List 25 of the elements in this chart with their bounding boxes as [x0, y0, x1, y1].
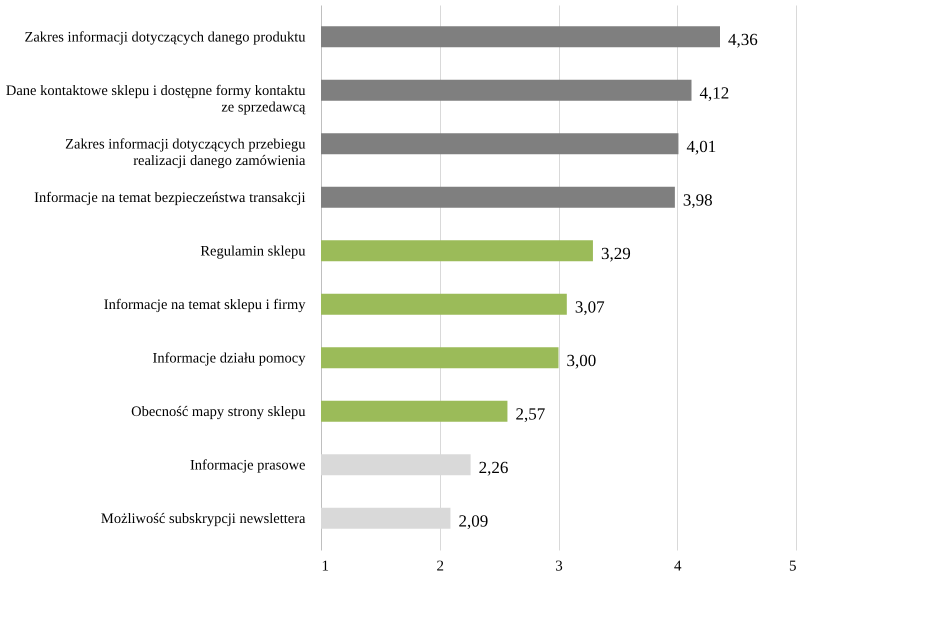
y-tick-label: Zakres informacji dotyczących danego produktu	[24, 29, 306, 46]
data-label: 3,98	[682, 190, 713, 210]
x-tick-label: 5	[789, 558, 796, 574]
x-tick-label: 2	[436, 558, 444, 574]
y-tick-label: Obecność mapy strony sklepu	[131, 404, 306, 420]
y-tick-label: Regulamin sklepu	[200, 243, 306, 260]
y-tick-label: Informacje prasowe	[190, 457, 306, 474]
y-tick-label: Informacje działu pomocy	[152, 350, 306, 366]
data-label: 2,57	[515, 404, 546, 424]
y-tick-label: Informacje na temat bezpieczeństwa transakcji	[34, 190, 306, 206]
data-label: 3,00	[566, 350, 596, 370]
x-tick-label: 3	[555, 558, 563, 574]
y-tick-label: Zakres informacji dotyczących przebiegu realizacji danego zamówienia	[65, 136, 306, 169]
data-label: 3,29	[600, 244, 631, 263]
x-tick-label: 4	[674, 558, 682, 574]
data-label: 4,12	[700, 83, 730, 102]
data-label: 2,09	[458, 511, 488, 530]
x-tick-label: 1	[322, 558, 329, 574]
y-tick-label: Informacje na temat sklepu i firmy	[104, 296, 306, 313]
data-label: 3,07	[574, 297, 606, 316]
data-label: 4,36	[728, 30, 758, 49]
data-label: 2,26	[478, 458, 508, 477]
y-tick-label: Możliwość subskrypcji newslettera	[100, 510, 306, 527]
data-label: 4,01	[686, 136, 716, 156]
y-tick-label: Dane kontaktowe sklepu i dostępne formy kontaktu ze sprzedawcą	[6, 82, 306, 116]
